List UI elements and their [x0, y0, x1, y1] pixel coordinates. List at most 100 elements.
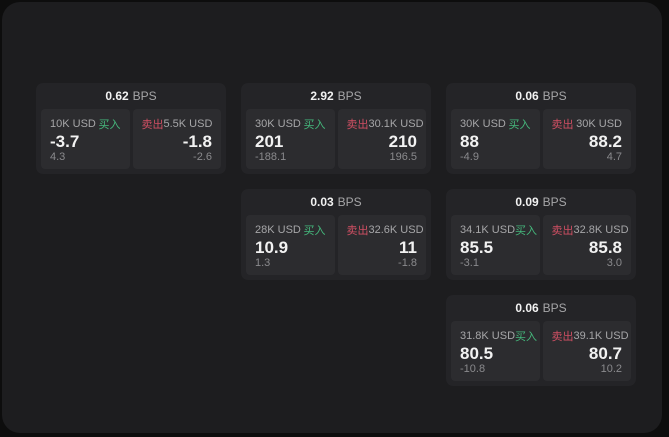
tiles-row: 31.8K USD 买入 80.5 -10.8 卖出 39.1K USD 80.… — [446, 321, 636, 386]
card-header: 0.09 BPS — [446, 189, 636, 215]
buy-tile[interactable]: 30K USD 买入 201 -188.1 — [246, 109, 335, 169]
sell-side-label: 卖出 — [551, 331, 574, 343]
sell-side-label: 卖出 — [346, 225, 369, 237]
bps-unit-label: BPS — [542, 89, 567, 103]
bps-value: 0.06 — [515, 89, 539, 103]
sell-price-value: -1.8 — [182, 132, 212, 151]
card-header: 0.62 BPS — [36, 83, 226, 109]
buy-change-value: -10.8 — [460, 363, 486, 375]
sell-tile[interactable]: 卖出 32.8K USD 85.8 3.0 — [542, 215, 631, 275]
sell-amount-label: 39.1K USD — [573, 330, 629, 342]
bps-unit-label: BPS — [542, 195, 567, 209]
buy-side-label: 买入 — [515, 331, 538, 343]
buy-price-value: 85.5 — [460, 238, 494, 257]
quote-card: 0.03 BPS 28K USD 买入 10.9 1.3 卖出 32.6K US… — [241, 189, 431, 280]
sell-price-value: 88.2 — [588, 132, 622, 151]
sell-price-value: 85.8 — [588, 238, 622, 257]
bps-unit-label: BPS — [542, 301, 567, 315]
bps-value: 0.03 — [310, 195, 334, 209]
sell-tile[interactable]: 卖出 30.1K USD 210 196.5 — [337, 109, 426, 169]
bps-unit-label: BPS — [132, 89, 157, 103]
buy-side-label: 买入 — [303, 225, 326, 237]
tiles-row: 30K USD 买入 201 -188.1 卖出 30.1K USD 210 1… — [241, 109, 431, 174]
sell-tile[interactable]: 卖出 30K USD 88.2 4.7 — [542, 109, 631, 169]
sell-side-label: 卖出 — [346, 119, 369, 131]
sell-price-value: 11 — [399, 238, 417, 257]
card-header: 0.06 BPS — [446, 83, 636, 109]
bps-value: 0.09 — [515, 195, 539, 209]
buy-change-value: -188.1 — [255, 151, 287, 163]
sell-change-value: 3.0 — [606, 257, 622, 269]
buy-tile-top: 28K USD 买入 — [255, 222, 326, 238]
buy-price-value: 80.5 — [460, 344, 494, 363]
sell-side-label: 卖出 — [551, 119, 574, 131]
buy-amount-label: 34.1K USD — [460, 224, 516, 236]
buy-tile-top: 34.1K USD 买入 — [460, 222, 537, 238]
quote-card: 0.62 BPS 10K USD 买入 -3.7 4.3 卖出 5.5K USD… — [36, 83, 226, 174]
app-panel: 0.62 BPS 10K USD 买入 -3.7 4.3 卖出 5.5K USD… — [2, 2, 662, 433]
card-header: 0.03 BPS — [241, 189, 431, 215]
sell-change-value: 196.5 — [389, 151, 417, 163]
sell-tile-top: 卖出 32.6K USD — [346, 222, 424, 238]
buy-side-label: 买入 — [515, 225, 538, 237]
sell-price-value: 80.7 — [588, 344, 622, 363]
sell-amount-label: 30K USD — [576, 118, 622, 130]
buy-side-label: 买入 — [508, 119, 531, 131]
cards-grid: 0.62 BPS 10K USD 买入 -3.7 4.3 卖出 5.5K USD… — [36, 83, 636, 386]
buy-tile[interactable]: 30K USD 买入 88 -4.9 — [451, 109, 540, 169]
bps-value: 0.06 — [515, 301, 539, 315]
tiles-row: 28K USD 买入 10.9 1.3 卖出 32.6K USD 11 -1.8 — [241, 215, 431, 280]
buy-tile[interactable]: 28K USD 买入 10.9 1.3 — [246, 215, 335, 275]
sell-amount-label: 30.1K USD — [368, 118, 424, 130]
bps-value: 2.92 — [310, 89, 334, 103]
tiles-row: 30K USD 买入 88 -4.9 卖出 30K USD 88.2 4.7 — [446, 109, 636, 174]
buy-amount-label: 28K USD — [255, 224, 301, 236]
buy-price-value: -3.7 — [50, 132, 80, 151]
tiles-row: 34.1K USD 买入 85.5 -3.1 卖出 32.8K USD 85.8… — [446, 215, 636, 280]
quote-card: 0.06 BPS 30K USD 买入 88 -4.9 卖出 30K USD 8… — [446, 83, 636, 174]
sell-side-label: 卖出 — [141, 119, 164, 131]
buy-amount-label: 30K USD — [460, 118, 506, 130]
card-header: 0.06 BPS — [446, 295, 636, 321]
sell-change-value: -2.6 — [193, 151, 212, 163]
sell-tile[interactable]: 卖出 32.6K USD 11 -1.8 — [337, 215, 426, 275]
sell-tile[interactable]: 卖出 5.5K USD -1.8 -2.6 — [132, 109, 221, 169]
buy-price-value: 201 — [255, 132, 284, 151]
sell-amount-label: 32.8K USD — [573, 224, 629, 236]
sell-amount-label: 32.6K USD — [368, 224, 424, 236]
card-header: 2.92 BPS — [241, 83, 431, 109]
sell-amount-label: 5.5K USD — [163, 118, 213, 130]
buy-change-value: 1.3 — [255, 257, 271, 269]
sell-side-label: 卖出 — [551, 225, 574, 237]
sell-tile-top: 卖出 32.8K USD — [551, 222, 629, 238]
buy-price-value: 10.9 — [255, 238, 289, 257]
buy-change-value: 4.3 — [50, 151, 66, 163]
buy-change-value: -3.1 — [460, 257, 479, 269]
sell-tile-top: 卖出 30K USD — [552, 116, 623, 132]
buy-amount-label: 31.8K USD — [460, 330, 516, 342]
sell-change-value: 4.7 — [606, 151, 622, 163]
buy-amount-label: 10K USD — [50, 118, 96, 130]
quote-card: 2.92 BPS 30K USD 买入 201 -188.1 卖出 30.1K … — [241, 83, 431, 174]
buy-amount-label: 30K USD — [255, 118, 301, 130]
buy-tile[interactable]: 10K USD 买入 -3.7 4.3 — [41, 109, 130, 169]
buy-side-label: 买入 — [303, 119, 326, 131]
buy-tile[interactable]: 34.1K USD 买入 85.5 -3.1 — [451, 215, 540, 275]
sell-tile[interactable]: 卖出 39.1K USD 80.7 10.2 — [542, 321, 631, 381]
sell-tile-top: 卖出 39.1K USD — [551, 328, 629, 344]
quote-card: 0.09 BPS 34.1K USD 买入 85.5 -3.1 卖出 32.8K… — [446, 189, 636, 280]
buy-tile-top: 30K USD 买入 — [460, 116, 531, 132]
tiles-row: 10K USD 买入 -3.7 4.3 卖出 5.5K USD -1.8 -2.… — [36, 109, 226, 174]
sell-change-value: -1.8 — [398, 257, 417, 269]
bps-unit-label: BPS — [337, 195, 362, 209]
sell-change-value: 10.2 — [600, 363, 622, 375]
sell-tile-top: 卖出 5.5K USD — [142, 116, 213, 132]
sell-price-value: 210 — [388, 132, 417, 151]
bps-unit-label: BPS — [337, 89, 362, 103]
buy-tile-top: 10K USD 买入 — [50, 116, 121, 132]
buy-price-value: 88 — [460, 132, 479, 151]
quote-card: 0.06 BPS 31.8K USD 买入 80.5 -10.8 卖出 39.1… — [446, 295, 636, 386]
buy-tile[interactable]: 31.8K USD 买入 80.5 -10.8 — [451, 321, 540, 381]
buy-tile-top: 30K USD 买入 — [255, 116, 326, 132]
buy-side-label: 买入 — [98, 119, 121, 131]
